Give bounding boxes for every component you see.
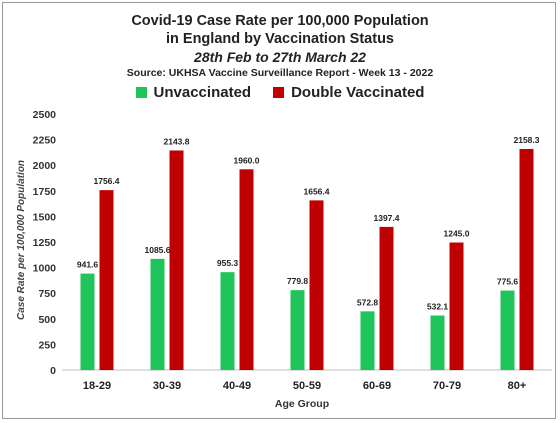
bar-double-vaccinated — [309, 200, 324, 370]
data-label: 941.6 — [77, 260, 99, 270]
chart-legend: Unvaccinated Double Vaccinated — [0, 84, 560, 101]
data-label: 1085.6 — [145, 245, 171, 255]
legend-label-unvaccinated: Unvaccinated — [153, 84, 252, 101]
bar-unvaccinated — [430, 315, 445, 370]
data-label: 1245.0 — [444, 229, 470, 239]
x-tick-label: 40-49 — [223, 380, 251, 392]
data-label: 2143.8 — [164, 136, 190, 146]
legend-item-unvaccinated: Unvaccinated — [135, 84, 252, 101]
y-tick-label: 1750 — [33, 186, 57, 198]
bar-unvaccinated — [220, 272, 235, 370]
bar-double-vaccinated — [449, 242, 464, 370]
y-tick-label: 250 — [38, 339, 56, 351]
y-tick-label: 1000 — [33, 263, 57, 275]
x-tick-label: 60-69 — [363, 380, 391, 392]
y-tick-label: 1250 — [33, 237, 57, 249]
x-tick-label: 30-39 — [153, 380, 181, 392]
data-label: 2158.3 — [514, 135, 540, 145]
chart-source: Source: UKHSA Vaccine Surveillance Repor… — [126, 67, 434, 79]
bar-unvaccinated — [500, 290, 515, 370]
x-tick-label: 50-59 — [293, 380, 321, 392]
data-label: 572.8 — [357, 297, 379, 307]
chart-title-line-2: in England by Vaccination Status — [165, 31, 394, 47]
chart-title-line-1: Covid-19 Case Rate per 100,000 Populatio… — [131, 13, 429, 29]
data-label: 1397.4 — [374, 213, 400, 223]
bar-unvaccinated — [150, 258, 165, 370]
bar-double-vaccinated — [99, 190, 114, 370]
legend-swatch-unvaccinated — [135, 87, 147, 98]
y-axis-title: Case Rate per 100,000 Population — [16, 160, 27, 320]
bar-double-vaccinated — [169, 150, 184, 370]
y-tick-label: 2500 — [33, 109, 57, 121]
legend-item-double-vaccinated: Double Vaccinated — [273, 84, 424, 101]
bar-unvaccinated — [80, 273, 95, 370]
data-label: 532.1 — [427, 302, 449, 312]
data-label: 1960.0 — [234, 155, 260, 165]
data-label: 775.6 — [497, 277, 519, 287]
x-axis-title: Age Group — [275, 398, 329, 410]
x-tick-label: 80+ — [508, 380, 527, 392]
data-label: 1756.4 — [94, 176, 120, 186]
x-tick-label: 18-29 — [83, 380, 111, 392]
y-tick-label: 2000 — [33, 160, 57, 172]
bar-double-vaccinated — [379, 226, 394, 370]
data-label: 1656.4 — [304, 186, 330, 196]
chart-date-range: 28th Feb to 27th March 22 — [194, 49, 366, 65]
y-tick-label: 1500 — [33, 211, 57, 223]
legend-label-double-vaccinated: Double Vaccinated — [291, 84, 425, 101]
y-tick-label: 500 — [38, 314, 56, 326]
y-tick-label: 0 — [50, 365, 56, 377]
bar-double-vaccinated — [239, 169, 254, 370]
y-tick-label: 2250 — [33, 135, 57, 147]
legend-swatch-double-vaccinated — [273, 87, 285, 98]
data-label: 779.8 — [287, 276, 309, 286]
x-tick-label: 70-79 — [433, 380, 461, 392]
bar-unvaccinated — [290, 290, 305, 370]
data-label: 955.3 — [217, 258, 239, 268]
bar-double-vaccinated — [519, 148, 534, 370]
bar-unvaccinated — [360, 311, 375, 370]
y-tick-label: 750 — [38, 288, 56, 300]
